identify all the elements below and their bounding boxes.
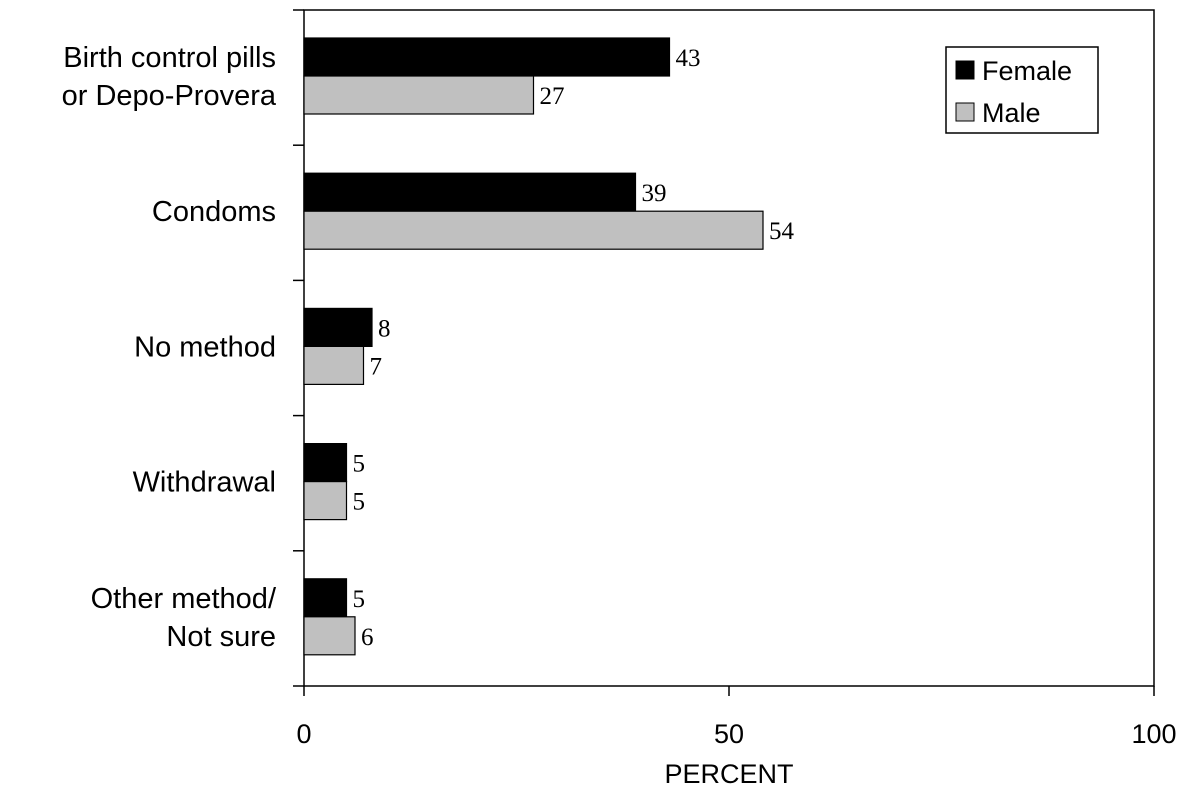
x-tick-label: 0 bbox=[296, 719, 311, 749]
bar-female bbox=[303, 443, 348, 483]
bar-female bbox=[303, 172, 637, 212]
data-label: 5 bbox=[353, 586, 366, 613]
category-label: Withdrawal bbox=[133, 467, 276, 499]
bar-male bbox=[303, 210, 764, 250]
category-label: or Depo-Provera bbox=[62, 80, 277, 112]
bar-female bbox=[303, 578, 348, 618]
bar-male bbox=[303, 481, 348, 521]
x-tick-label: 50 bbox=[714, 719, 744, 749]
bar-male bbox=[303, 345, 365, 385]
x-axis-title: PERCENT bbox=[664, 759, 793, 789]
data-label: 5 bbox=[353, 451, 366, 478]
category-label: Not sure bbox=[166, 621, 276, 653]
bar-female bbox=[303, 37, 671, 77]
bar-female bbox=[303, 307, 373, 347]
legend-swatch-female bbox=[955, 60, 975, 80]
data-label: 8 bbox=[378, 315, 391, 342]
legend: Female Male bbox=[945, 46, 1099, 134]
data-label: 39 bbox=[642, 180, 667, 207]
bar-male bbox=[303, 75, 535, 115]
category-label: No method bbox=[134, 331, 276, 363]
category-label: Condoms bbox=[152, 196, 276, 228]
data-label: 6 bbox=[361, 624, 374, 651]
legend-label-male: Male bbox=[982, 98, 1041, 128]
data-label: 54 bbox=[769, 218, 795, 245]
bar-male bbox=[303, 616, 356, 656]
data-label: 7 bbox=[370, 353, 383, 380]
data-label: 27 bbox=[540, 83, 565, 110]
category-label: Birth control pills bbox=[63, 42, 276, 74]
plot-area: 0 50 100 Birth control pills or Depo-Provera… bbox=[62, 9, 1177, 749]
legend-label-female: Female bbox=[982, 56, 1072, 86]
x-tick-label: 100 bbox=[1131, 719, 1176, 749]
data-label: 5 bbox=[353, 489, 366, 516]
legend-swatch-male bbox=[955, 102, 975, 122]
category-label: Other method/ bbox=[91, 583, 277, 615]
data-label: 43 bbox=[676, 45, 701, 72]
